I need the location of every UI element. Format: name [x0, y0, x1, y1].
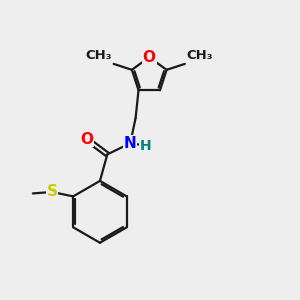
Text: H: H	[140, 139, 152, 153]
Text: CH₃: CH₃	[186, 49, 213, 62]
Text: N: N	[124, 136, 136, 151]
Text: CH₃: CH₃	[86, 49, 112, 62]
Text: O: O	[143, 50, 156, 65]
Text: O: O	[80, 132, 93, 147]
Text: S: S	[46, 184, 58, 200]
